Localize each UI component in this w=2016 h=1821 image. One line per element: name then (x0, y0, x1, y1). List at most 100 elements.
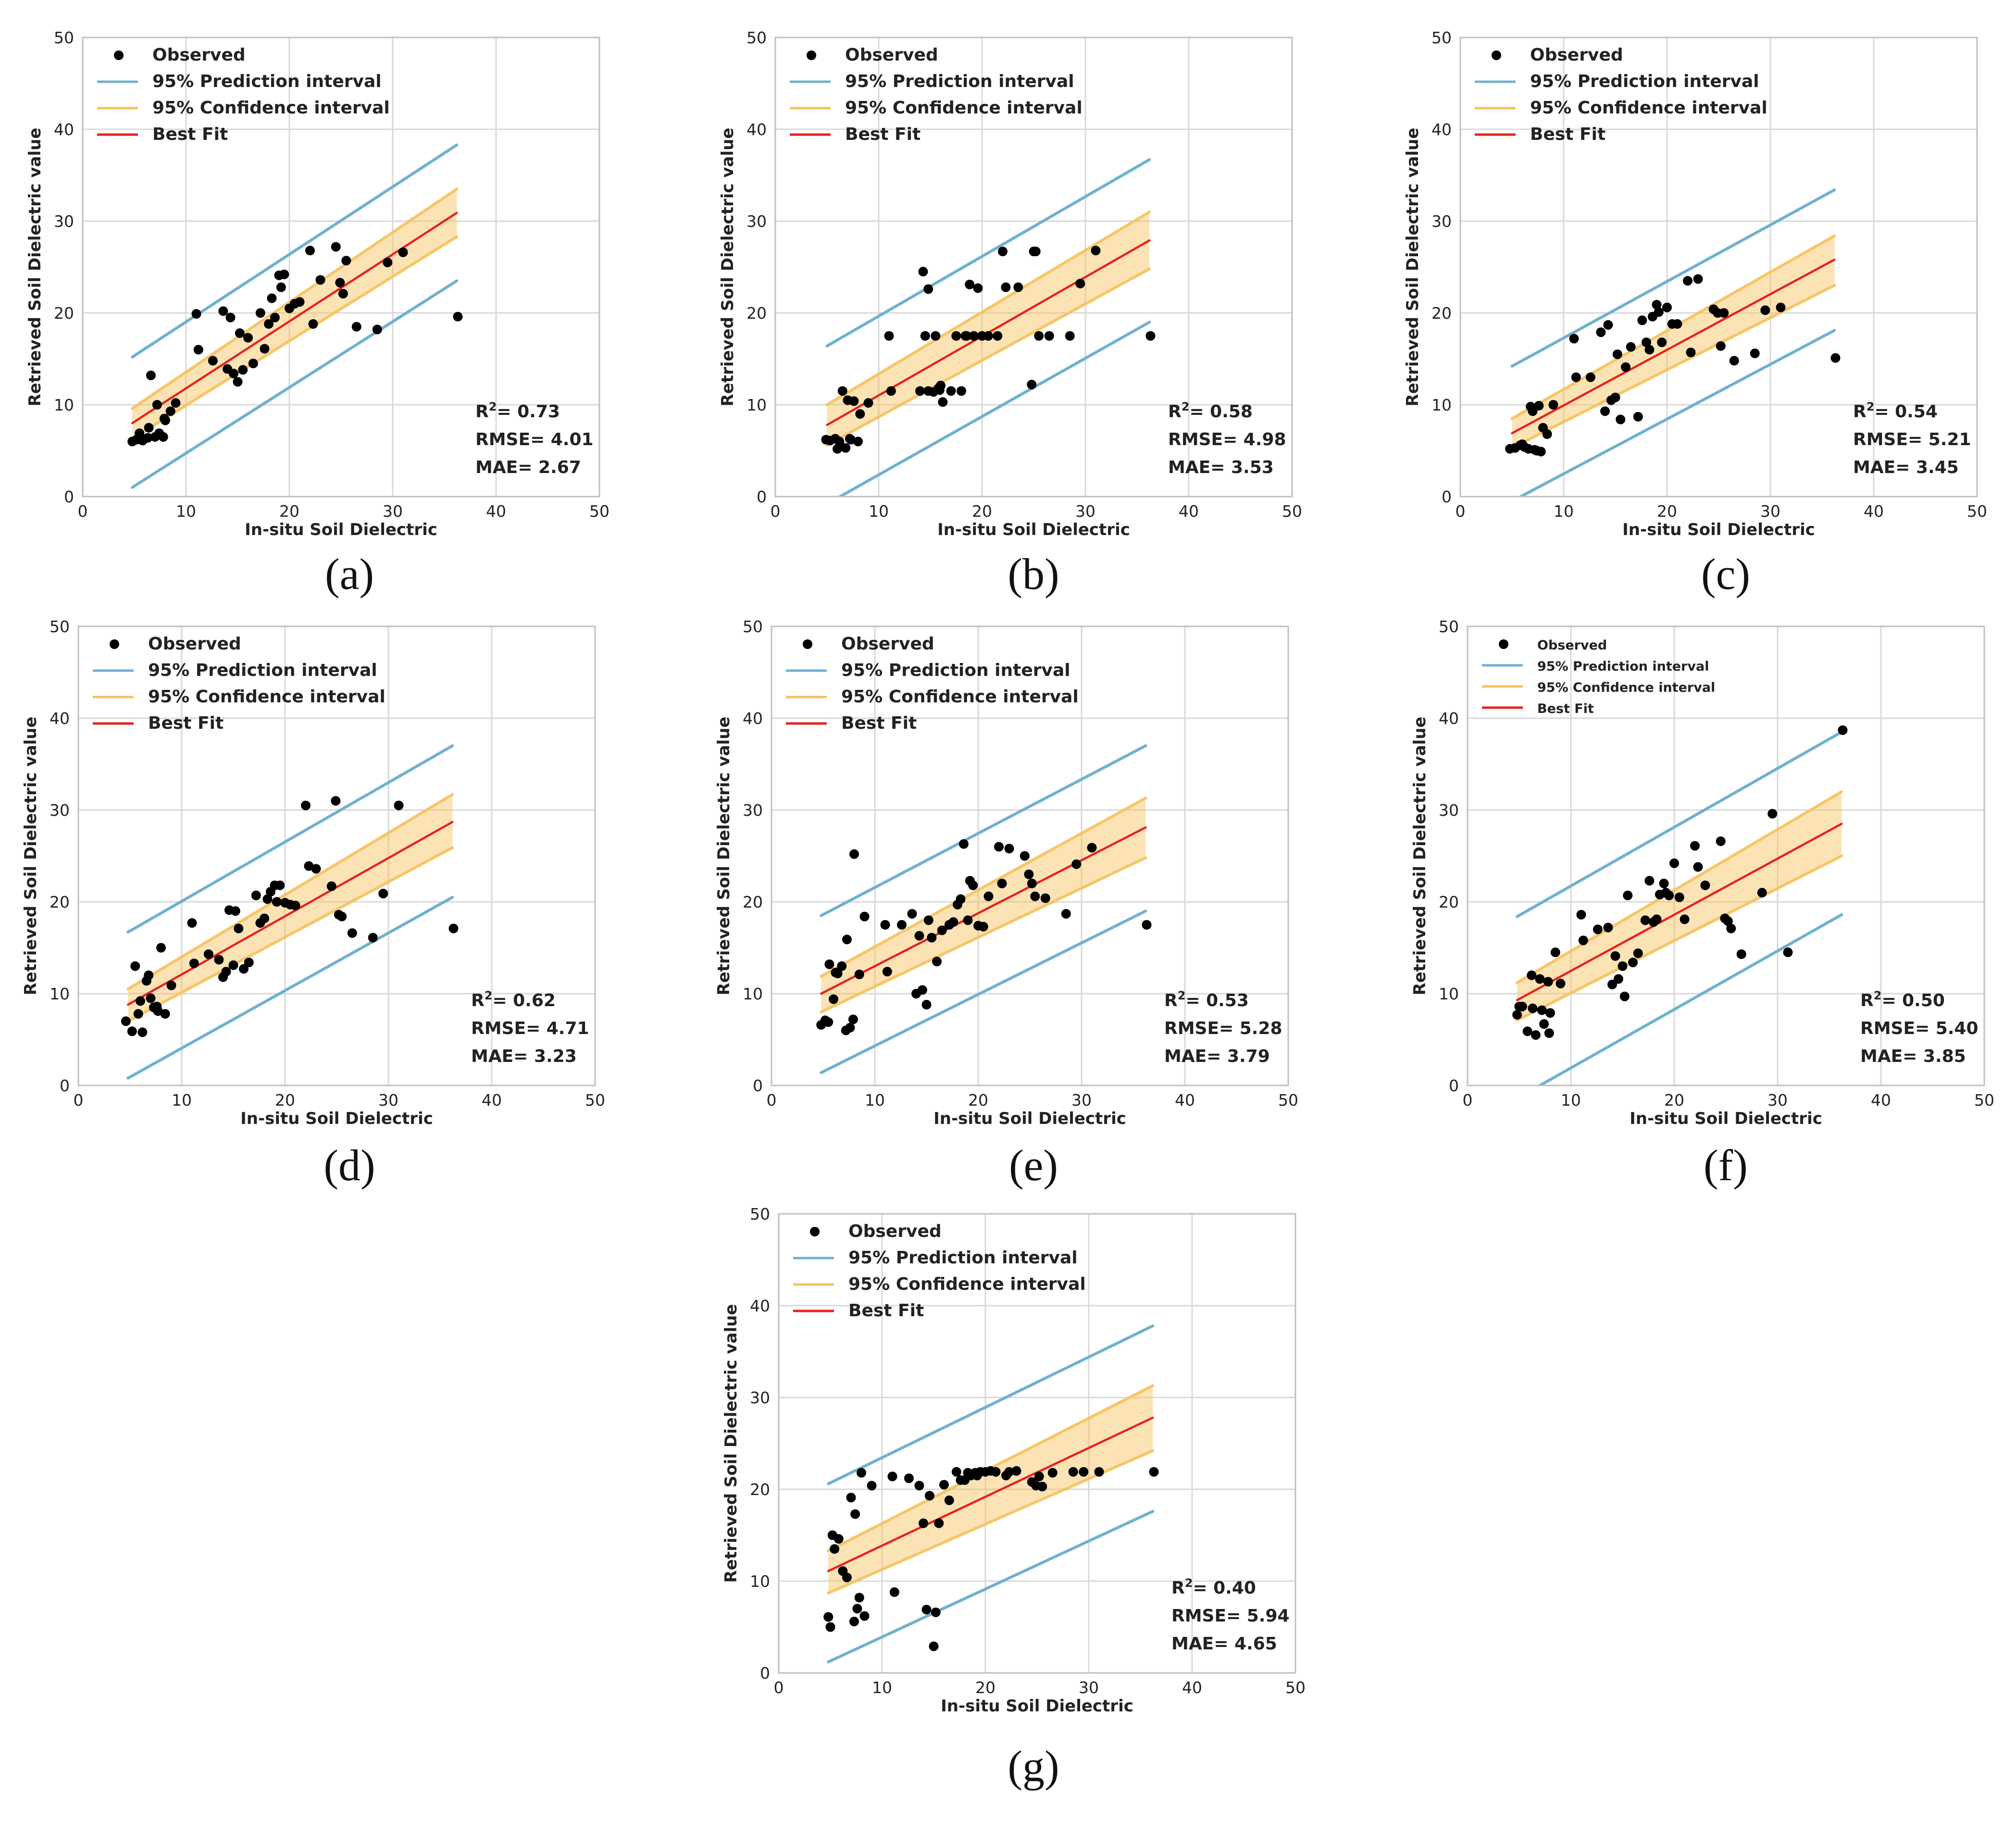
observed-point (130, 961, 140, 971)
legend-observed-label: Observed (1537, 638, 1607, 653)
r-squared-value: = 0.54 (1874, 402, 1938, 422)
observed-point (961, 331, 971, 341)
observed-point (931, 331, 941, 341)
y-tick-label: 10 (1431, 396, 1452, 414)
observed-point (915, 386, 925, 396)
legend-confidence-interval-label: 95% Confidence interval (1530, 98, 1767, 118)
confidence-interval-lower-line (131, 235, 459, 440)
observed-point (1633, 948, 1643, 958)
observed-point (854, 1593, 864, 1603)
observed-point (1534, 400, 1544, 411)
legend: Observed 95% Prediction interval 95% Confi… (790, 45, 1083, 144)
observed-point (1700, 880, 1710, 890)
y-tick-label: 0 (1442, 487, 1452, 506)
prediction-interval-lower-line (837, 321, 1151, 497)
observed-point (934, 385, 945, 395)
x-tick-label: 30 (1079, 1678, 1099, 1697)
legend-marker-observed (803, 639, 812, 649)
confidence-interval-lower-line (1510, 284, 1836, 449)
observed-point (135, 428, 145, 438)
observed-point (1145, 331, 1156, 341)
stats-annotation: R2= 0.53 RMSE= 5.28 MAE= 3.79 (1164, 989, 1282, 1066)
observed-point (1603, 923, 1613, 933)
x-tick-label: 30 (1767, 1091, 1788, 1110)
observed-point (1142, 920, 1152, 930)
plot-frame (778, 1213, 1296, 1674)
observed-point (907, 909, 917, 919)
plot-frame (1459, 37, 1978, 498)
observed-point (914, 931, 924, 941)
y-tick-label: 50 (1431, 28, 1452, 47)
legend-best-fit-label: Best Fit (845, 125, 921, 144)
confidence-interval-upper-line (825, 210, 1151, 406)
observed-point (1535, 974, 1545, 984)
observed-point (1531, 1030, 1541, 1040)
observed-point (453, 312, 463, 322)
observed-point (929, 1641, 939, 1651)
observed-point (1610, 951, 1620, 961)
observed-point (1719, 308, 1729, 318)
chart-panel-3: 0 10 20 30 40 50 0 10 20 30 40 50 In-situ Soil Diele… (1403, 28, 1987, 599)
stats-annotation: R2= 0.62 RMSE= 4.71 MAE= 3.23 (471, 989, 589, 1066)
observed-point (1626, 342, 1636, 352)
rmse-label: RMSE= 4.01 (475, 430, 594, 449)
observed-point (251, 890, 261, 900)
chart-panel-7: 0 10 20 30 40 50 0 10 20 30 40 50 In-situ Soil Diele… (722, 1205, 1306, 1791)
observed-point (852, 1604, 862, 1614)
best-fit-line (827, 1416, 1154, 1572)
x-tick-label: 10 (865, 1091, 885, 1110)
observed-point (946, 386, 956, 396)
observed-point (1757, 887, 1767, 898)
y-tick-label: 20 (747, 304, 767, 323)
observed-point (944, 1495, 954, 1505)
observed-point (165, 406, 175, 416)
plot-frame (77, 625, 596, 1086)
observed-point (920, 331, 930, 341)
x-tick-label: 10 (176, 502, 196, 521)
r-squared-label: R2= 0.54 (1853, 400, 1938, 422)
y-tick-label: 10 (1439, 985, 1459, 1003)
observed-point (1644, 876, 1655, 886)
best-fit-line (1511, 258, 1836, 435)
observed-point (968, 880, 978, 890)
observed-point (146, 370, 156, 380)
observed-point (939, 1480, 949, 1490)
rmse-label: RMSE= 5.40 (1860, 1019, 1979, 1038)
observed-point (1001, 282, 1011, 292)
mae-label: MAE= 4.65 (1171, 1634, 1277, 1654)
observed-point (924, 1491, 934, 1501)
x-tick-label: 50 (1967, 502, 1987, 521)
observed-point (850, 1509, 860, 1519)
x-tick-label: 50 (1282, 502, 1302, 521)
plot-background (775, 37, 1292, 497)
observed-point (275, 880, 285, 890)
y-tick-label: 40 (54, 120, 74, 139)
observed-point (931, 1607, 941, 1617)
observed-point (326, 881, 336, 891)
observed-point (448, 923, 459, 934)
x-tick-label: 20 (968, 1091, 988, 1110)
y-tick-label: 50 (743, 617, 763, 636)
y-tick-label: 10 (743, 985, 763, 1003)
y-tick-label: 40 (50, 709, 70, 728)
y-tick-label: 50 (1439, 617, 1459, 636)
x-tick-label: 20 (279, 502, 299, 521)
observed-point (1087, 843, 1097, 853)
observed-point (1830, 353, 1841, 363)
plot-series (1505, 188, 1841, 497)
stats-annotation: R2= 0.73 RMSE= 4.01 MAE= 2.67 (475, 400, 594, 477)
observed-point (998, 247, 1008, 257)
observed-point (845, 434, 855, 444)
panel-label: (a) (325, 549, 374, 599)
observed-point (1610, 392, 1620, 402)
observed-point (1716, 341, 1726, 351)
x-tick-label: 0 (767, 1091, 777, 1110)
x-tick-label: 20 (972, 502, 992, 521)
observed-point (904, 1473, 914, 1484)
confidence-interval-lower-line (126, 846, 454, 1023)
x-tick-label: 50 (1974, 1091, 1994, 1110)
r-squared-superscript: 2 (489, 400, 497, 413)
observed-point (1683, 276, 1692, 286)
observed-point (1776, 302, 1786, 312)
observed-point (963, 915, 973, 925)
